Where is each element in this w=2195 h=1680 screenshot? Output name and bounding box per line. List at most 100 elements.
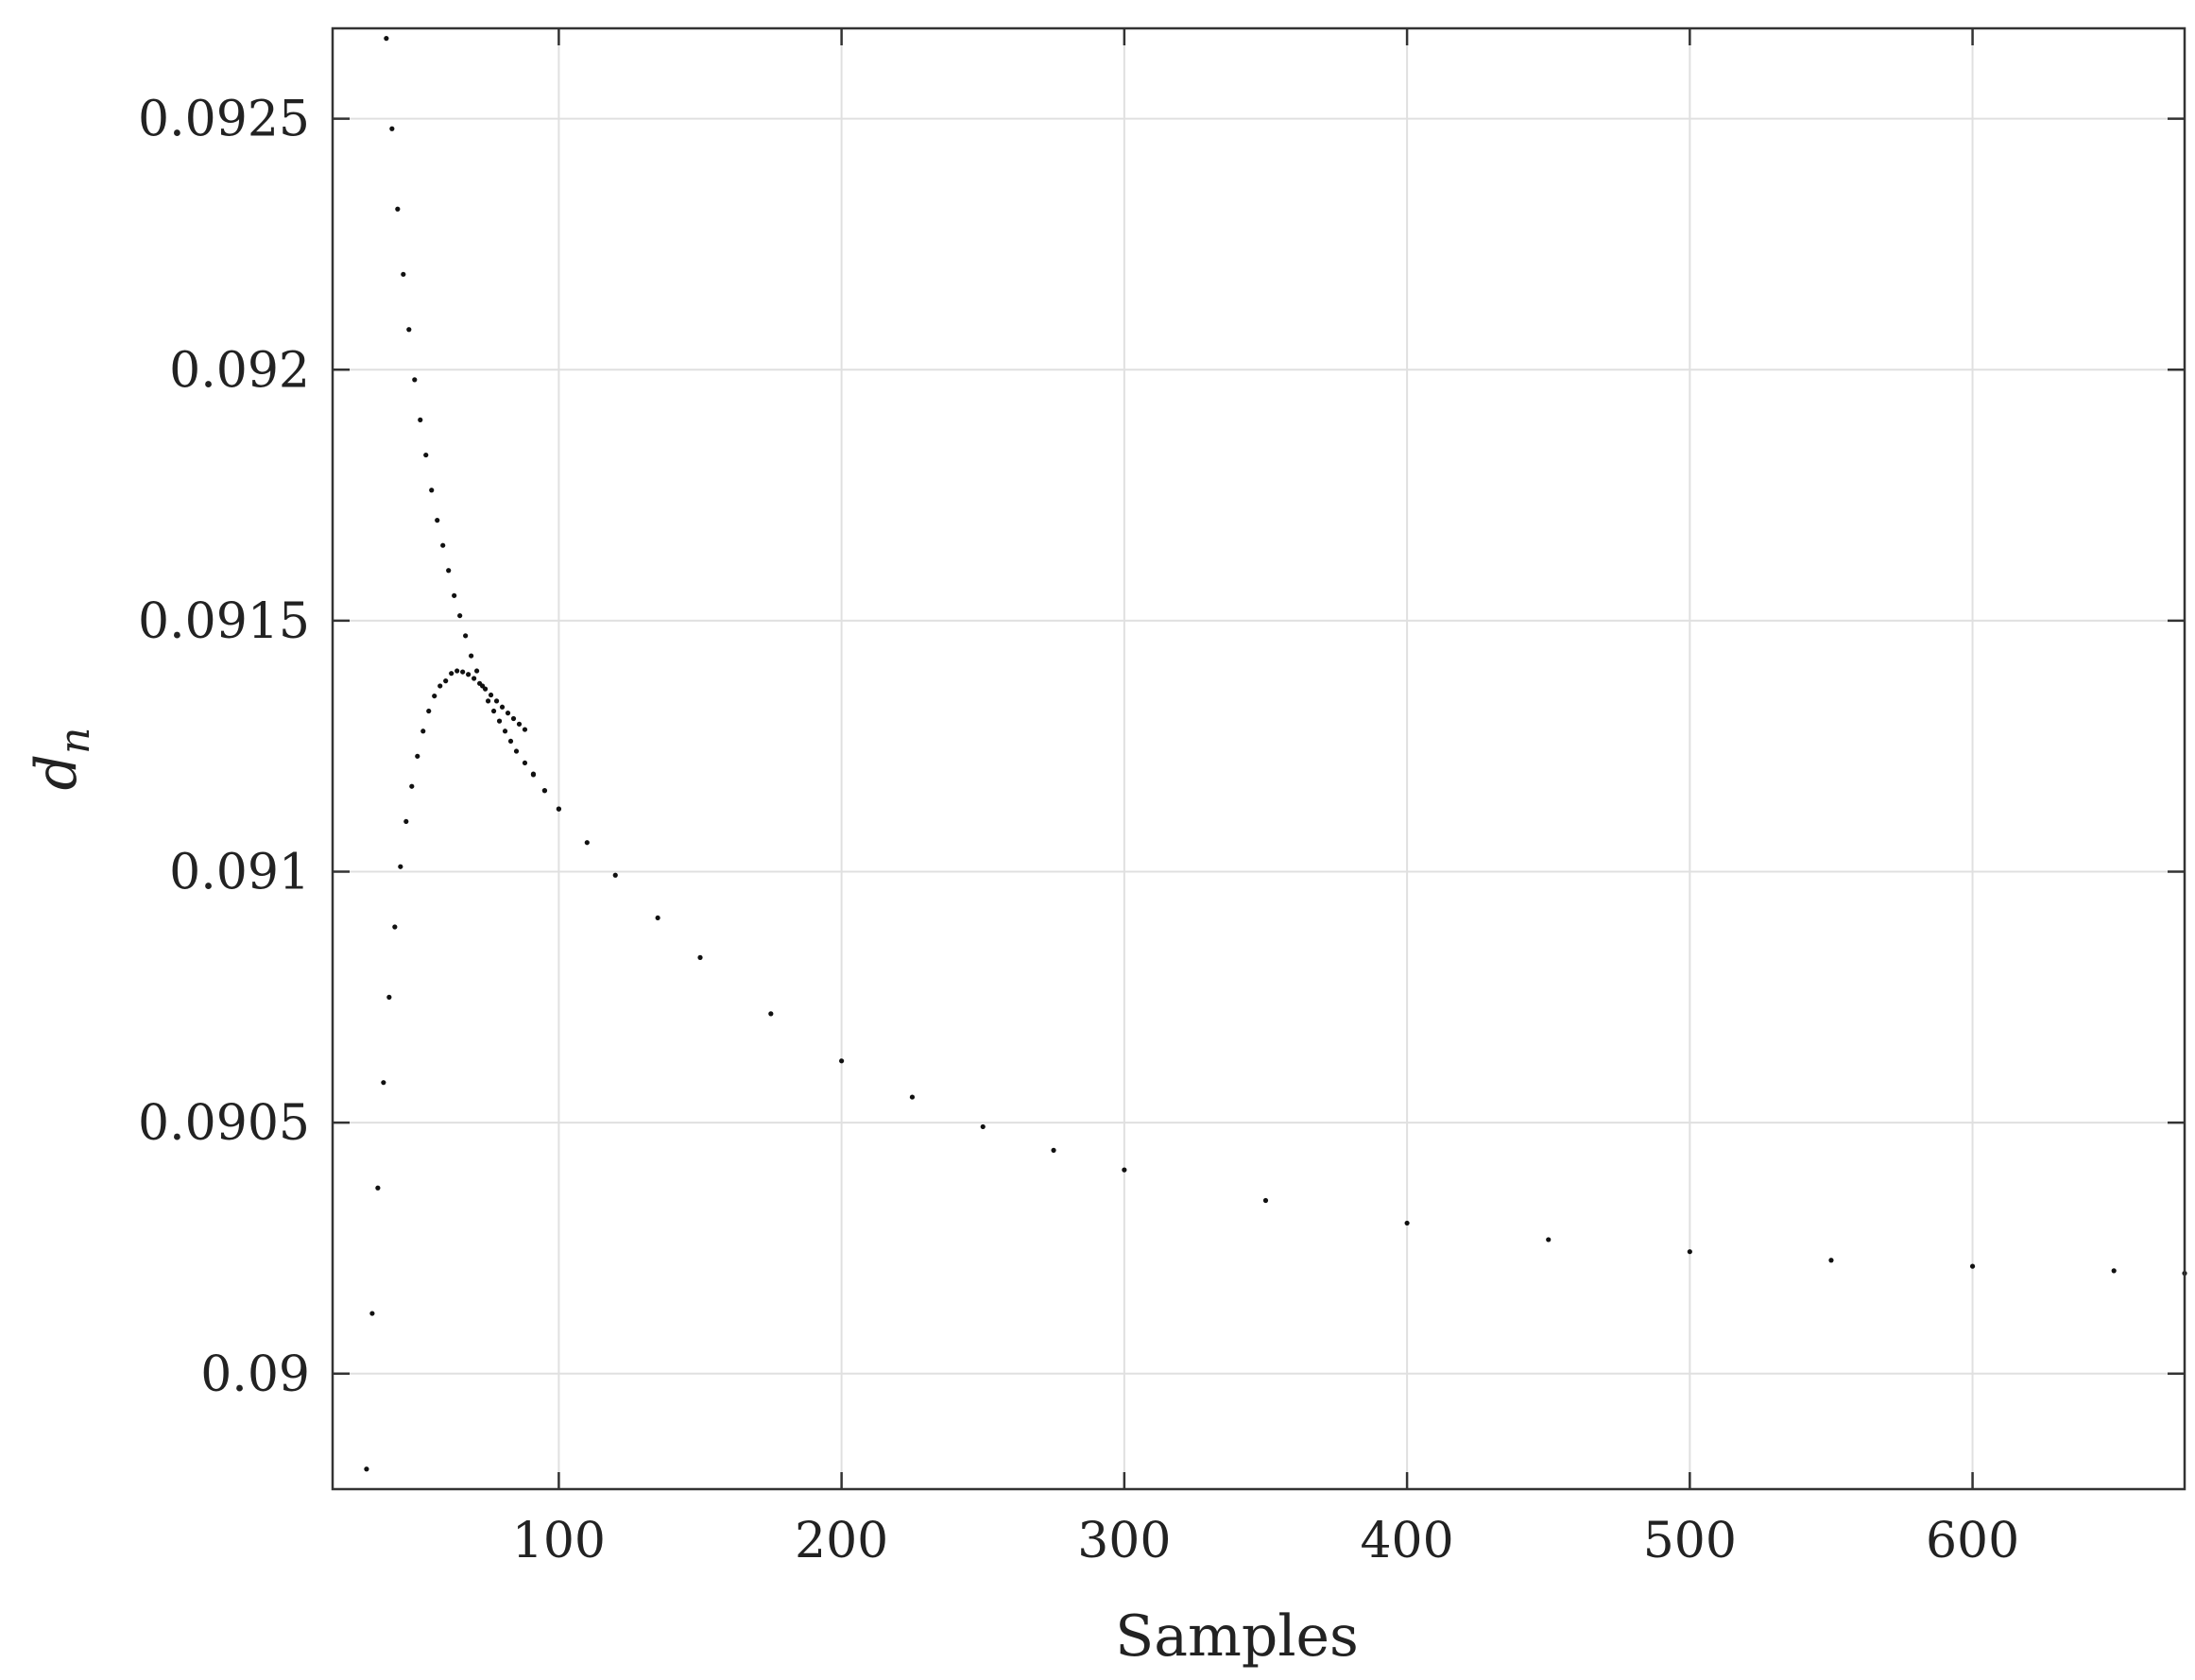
data-point bbox=[1404, 1220, 1410, 1226]
y-tick-label: 0.0905 bbox=[138, 1095, 310, 1152]
data-point bbox=[401, 271, 406, 277]
y-tick-label: 0.091 bbox=[169, 845, 310, 901]
x-tick-label: 200 bbox=[795, 1513, 888, 1569]
data-point bbox=[1969, 1263, 1976, 1269]
data-point bbox=[403, 818, 409, 825]
data-point bbox=[469, 653, 474, 659]
data-point bbox=[443, 678, 449, 684]
data-point bbox=[420, 729, 426, 734]
y-tick-label: 0.0915 bbox=[138, 593, 310, 650]
data-point bbox=[522, 727, 528, 732]
y-tick-label: 0.0925 bbox=[138, 92, 310, 148]
data-point bbox=[460, 669, 466, 675]
data-point bbox=[440, 542, 446, 548]
data-point bbox=[496, 718, 503, 724]
data-point bbox=[364, 1466, 369, 1472]
data-points bbox=[364, 36, 2187, 1472]
data-point bbox=[541, 787, 548, 794]
series-2 bbox=[364, 668, 561, 1472]
data-point bbox=[2111, 1268, 2117, 1274]
data-point bbox=[392, 924, 398, 930]
x-tick-label: 400 bbox=[1360, 1513, 1453, 1569]
data-point bbox=[485, 698, 491, 704]
data-point bbox=[384, 36, 389, 42]
data-point bbox=[446, 568, 452, 574]
y-tick-labels: 0.09 0.0905 0.091 0.0915 0.092 0.0925 bbox=[138, 92, 310, 1403]
data-point bbox=[1262, 1197, 1269, 1204]
data-point bbox=[406, 327, 412, 333]
y-axis-label-main: d bbox=[24, 754, 90, 790]
ticks bbox=[333, 28, 2185, 1489]
data-point bbox=[513, 748, 520, 754]
x-axis-label: Samples bbox=[1115, 1603, 1359, 1670]
data-point bbox=[477, 680, 483, 686]
data-point bbox=[510, 715, 517, 722]
x-tick-labels: 100 200 300 400 500 600 bbox=[512, 1513, 2019, 1569]
data-point bbox=[426, 708, 432, 714]
plot-background bbox=[333, 28, 2185, 1489]
y-axis-label-subscript: n bbox=[51, 728, 99, 754]
data-point bbox=[1546, 1237, 1552, 1243]
data-point bbox=[1122, 1167, 1127, 1173]
data-point bbox=[466, 672, 472, 677]
data-point bbox=[1051, 1147, 1056, 1153]
data-point bbox=[505, 711, 511, 716]
data-point bbox=[1687, 1249, 1692, 1255]
data-point bbox=[507, 738, 514, 745]
data-point bbox=[457, 612, 463, 619]
series-1 bbox=[384, 36, 2187, 1277]
data-point bbox=[472, 676, 477, 681]
data-point bbox=[530, 771, 537, 777]
data-point bbox=[474, 668, 480, 674]
data-point bbox=[369, 1311, 375, 1316]
x-tick-label: 600 bbox=[1926, 1513, 2019, 1569]
data-point bbox=[980, 1123, 986, 1130]
data-point bbox=[1828, 1258, 1834, 1263]
data-point bbox=[493, 698, 500, 704]
data-point bbox=[432, 693, 437, 699]
y-tick-label: 0.09 bbox=[200, 1346, 310, 1403]
data-point bbox=[499, 704, 506, 710]
data-point bbox=[502, 729, 508, 734]
data-point bbox=[435, 518, 440, 523]
y-axis-label: dn bbox=[24, 728, 99, 791]
data-point bbox=[522, 760, 528, 766]
data-point bbox=[655, 915, 660, 921]
data-point bbox=[375, 1185, 381, 1191]
data-point bbox=[584, 840, 590, 846]
data-point bbox=[412, 377, 418, 383]
data-point bbox=[516, 721, 523, 727]
data-point bbox=[488, 692, 494, 698]
data-point bbox=[429, 488, 435, 493]
data-point bbox=[449, 671, 454, 677]
data-point bbox=[463, 633, 469, 639]
data-point bbox=[409, 783, 415, 789]
data-point bbox=[697, 954, 703, 960]
x-tick-label: 500 bbox=[1643, 1513, 1737, 1569]
data-point bbox=[381, 1080, 386, 1086]
data-point bbox=[415, 753, 420, 759]
data-point bbox=[482, 686, 489, 692]
data-point bbox=[768, 1011, 774, 1017]
data-point bbox=[490, 708, 497, 714]
data-point bbox=[612, 872, 618, 878]
data-point bbox=[418, 417, 423, 422]
x-tick-label: 100 bbox=[512, 1513, 606, 1569]
data-point bbox=[452, 592, 457, 598]
grid bbox=[333, 28, 2185, 1489]
data-point bbox=[909, 1094, 916, 1100]
svg-text:dn: dn bbox=[24, 728, 99, 791]
y-tick-label: 0.092 bbox=[169, 342, 310, 399]
data-point bbox=[386, 994, 392, 1000]
data-point bbox=[395, 206, 401, 212]
plot-frame bbox=[331, 26, 2186, 1491]
data-point bbox=[839, 1058, 845, 1064]
data-point bbox=[423, 452, 429, 458]
data-point bbox=[556, 806, 561, 812]
data-point bbox=[454, 668, 460, 674]
data-point bbox=[398, 864, 403, 869]
data-point bbox=[389, 126, 395, 131]
x-tick-label: 300 bbox=[1077, 1513, 1171, 1569]
